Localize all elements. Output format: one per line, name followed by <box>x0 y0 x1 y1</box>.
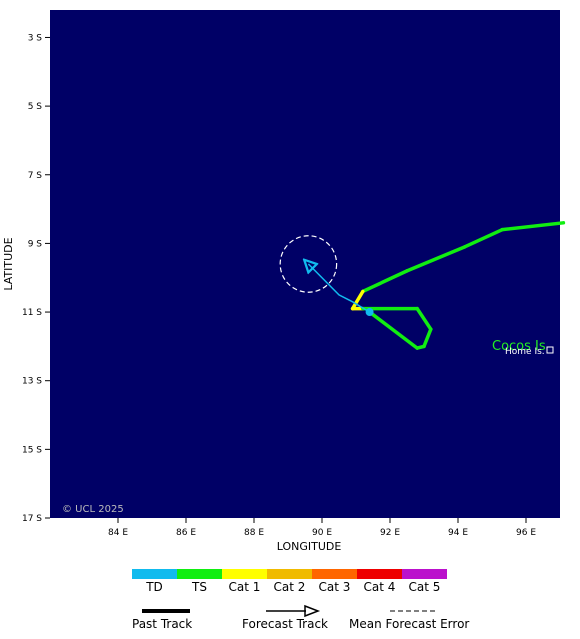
legend-swatch <box>132 569 177 579</box>
past-track-segment <box>500 221 566 232</box>
forecast-track-label: Forecast Track <box>242 617 328 631</box>
legend-swatch <box>267 569 312 579</box>
past-track-segment <box>350 289 365 311</box>
legend-category-label: Cat 4 <box>364 580 396 594</box>
legend-category-label: TD <box>145 580 163 594</box>
legend-swatch <box>312 569 357 579</box>
lat-tick-label: 9 S <box>28 239 43 249</box>
lat-tick-label: 11 S <box>22 308 42 318</box>
past-track-label: Past Track <box>132 617 192 631</box>
place-sublabel: Home Is. <box>505 347 545 357</box>
legend-category-label: TS <box>191 580 207 594</box>
current-position-marker <box>365 308 374 317</box>
legend-swatch <box>177 569 222 579</box>
legend-past-track: Past Track <box>132 609 192 631</box>
legend-swatch <box>402 569 447 579</box>
place-label: Cocos Is <box>492 339 546 354</box>
past-track-segment <box>422 327 433 349</box>
legend: TD TS Cat 1 Cat 2 Cat 3 Cat 4 Cat 5 <box>132 569 447 594</box>
legend-forecast-track: Forecast Track <box>242 604 328 631</box>
lon-tick-label: 86 E <box>176 528 196 538</box>
place-marker <box>546 346 554 354</box>
lon-tick-label: 84 E <box>108 528 128 538</box>
error-label: Mean Forecast Error <box>349 617 469 631</box>
y-axis-title: LATITUDE <box>2 237 15 290</box>
lon-tick-label: 92 E <box>380 528 400 538</box>
legend-error: Mean Forecast Error <box>349 610 469 631</box>
legend-category-label: Cat 2 <box>274 580 306 594</box>
past-track-segment <box>361 269 409 294</box>
past-track-segment <box>463 227 504 249</box>
lat-tick-label: 13 S <box>22 377 42 387</box>
lon-tick-label: 90 E <box>312 528 332 538</box>
lon-tick-label: 88 E <box>244 528 264 538</box>
legend-category-label: Cat 3 <box>319 580 351 594</box>
copyright: © UCL 2025 <box>62 504 124 515</box>
x-axis-title: LONGITUDE <box>277 540 342 553</box>
legend-swatch <box>222 569 267 579</box>
axis-ticks: 84 E 86 E 88 E 90 E 92 E 94 E 96 E 3 S 5 S 7 S 9 S… <box>22 33 536 538</box>
lon-tick-label: 96 E <box>516 528 536 538</box>
forecast-error-circle <box>279 235 338 293</box>
lat-tick-label: 17 S <box>22 514 42 524</box>
lat-tick-label: 7 S <box>28 171 43 181</box>
lat-tick-label: 3 S <box>28 33 43 43</box>
legend-category-label: Cat 1 <box>229 580 261 594</box>
map-ocean <box>50 10 560 518</box>
past-track-segment <box>405 245 467 273</box>
legend-category-label: Cat 5 <box>409 580 441 594</box>
past-track-segment <box>415 306 433 331</box>
forecast-track <box>308 264 370 313</box>
lat-tick-label: 15 S <box>22 445 42 455</box>
legend-swatch <box>357 569 402 579</box>
lat-tick-label: 5 S <box>28 102 43 112</box>
lon-tick-label: 94 E <box>448 528 468 538</box>
forecast-arrow-icon <box>304 604 321 618</box>
past-track-segment <box>367 310 419 350</box>
track-layer <box>279 221 566 350</box>
